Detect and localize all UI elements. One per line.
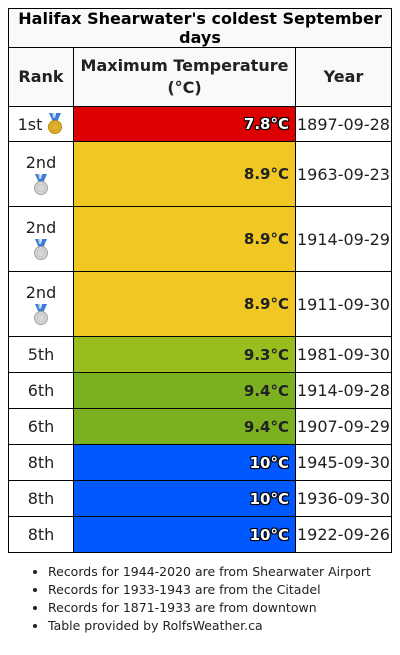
date-cell: 1897-09-28 (295, 106, 392, 142)
rank-label: 8th (27, 453, 55, 472)
table-row: 8th 10°C 1945-09-30 (8, 444, 392, 481)
silver-medal-icon (34, 238, 48, 260)
table-row: 6th 9.4°C 1907-09-29 (8, 408, 392, 445)
note-item: Records for 1944-2020 are from Shearwate… (48, 563, 371, 581)
year-header: Year (295, 47, 392, 107)
date-cell: 1914-09-29 (295, 206, 392, 272)
rank-cell: 8th (8, 480, 74, 517)
rank-cell: 5th (8, 336, 74, 373)
date-cell: 1922-09-26 (295, 516, 392, 553)
table-row: 6th 9.4°C 1914-09-28 (8, 372, 392, 409)
date-cell: 1914-09-28 (295, 372, 392, 409)
rank-cell: 2nd (8, 141, 74, 207)
table-row: 8th 10°C 1922-09-26 (8, 516, 392, 553)
temperature-cell: 8.9°C (73, 141, 296, 207)
temperature-header-line2: (°C) (167, 78, 202, 97)
temperature-header: Maximum Temperature (°C) (73, 47, 296, 107)
temperature-cell: 9.4°C (73, 408, 296, 445)
table-row: 2nd 8.9°C 1914-09-29 (8, 206, 392, 272)
date-cell: 1945-09-30 (295, 444, 392, 481)
note-item: Table provided by RolfsWeather.ca (48, 617, 371, 635)
temperature-cell: 7.8°C (73, 106, 296, 142)
records-table: Halifax Shearwater's coldest September d… (8, 8, 392, 553)
table-row: 2nd 8.9°C 1911-09-30 (8, 271, 392, 337)
rank-label: 5th (27, 345, 55, 364)
rank-label: 8th (27, 489, 55, 508)
table-row: 1st 7.8°C 1897-09-28 (8, 106, 392, 142)
silver-medal-icon (34, 173, 48, 195)
temperature-header-line1: Maximum Temperature (80, 56, 289, 75)
table-row: 5th 9.3°C 1981-09-30 (8, 336, 392, 373)
date-cell: 1907-09-29 (295, 408, 392, 445)
rank-cell: 8th (8, 444, 74, 481)
rank-label: 2nd (25, 282, 57, 302)
rank-label: 2nd (25, 217, 57, 237)
table-row: 8th 10°C 1936-09-30 (8, 480, 392, 517)
rank-label: 6th (27, 417, 55, 436)
rank-cell: 1st (8, 106, 74, 142)
date-cell: 1936-09-30 (295, 480, 392, 517)
rank-cell: 6th (8, 372, 74, 409)
rank-cell: 2nd (8, 271, 74, 337)
rank-header: Rank (8, 47, 74, 107)
note-item: Records for 1933-1943 are from the Citad… (48, 581, 371, 599)
rank-label: 1st (17, 114, 43, 134)
notes-list: Records for 1944-2020 are from Shearwate… (28, 563, 371, 635)
temperature-cell: 9.4°C (73, 372, 296, 409)
rank-cell: 8th (8, 516, 74, 553)
rank-cell: 6th (8, 408, 74, 445)
rank-cell: 2nd (8, 206, 74, 272)
temperature-cell: 10°C (73, 516, 296, 553)
silver-medal-icon (34, 303, 48, 325)
table-title: Halifax Shearwater's coldest September d… (8, 8, 392, 48)
temperature-cell: 10°C (73, 480, 296, 517)
date-cell: 1981-09-30 (295, 336, 392, 373)
table-body: 1st 7.8°C 1897-09-28 2nd 8.9°C 1963-09-23 2nd 8… (8, 106, 392, 553)
temperature-cell: 8.9°C (73, 271, 296, 337)
rank-label: 6th (27, 381, 55, 400)
temperature-cell: 10°C (73, 444, 296, 481)
rank-label: 8th (27, 525, 55, 544)
note-item: Records for 1871-1933 are from downtown (48, 599, 371, 617)
gold-medal-icon (48, 113, 63, 134)
temperature-cell: 8.9°C (73, 206, 296, 272)
date-cell: 1963-09-23 (295, 141, 392, 207)
rank-label: 2nd (25, 152, 57, 172)
date-cell: 1911-09-30 (295, 271, 392, 337)
temperature-cell: 9.3°C (73, 336, 296, 373)
table-row: 2nd 8.9°C 1963-09-23 (8, 141, 392, 207)
